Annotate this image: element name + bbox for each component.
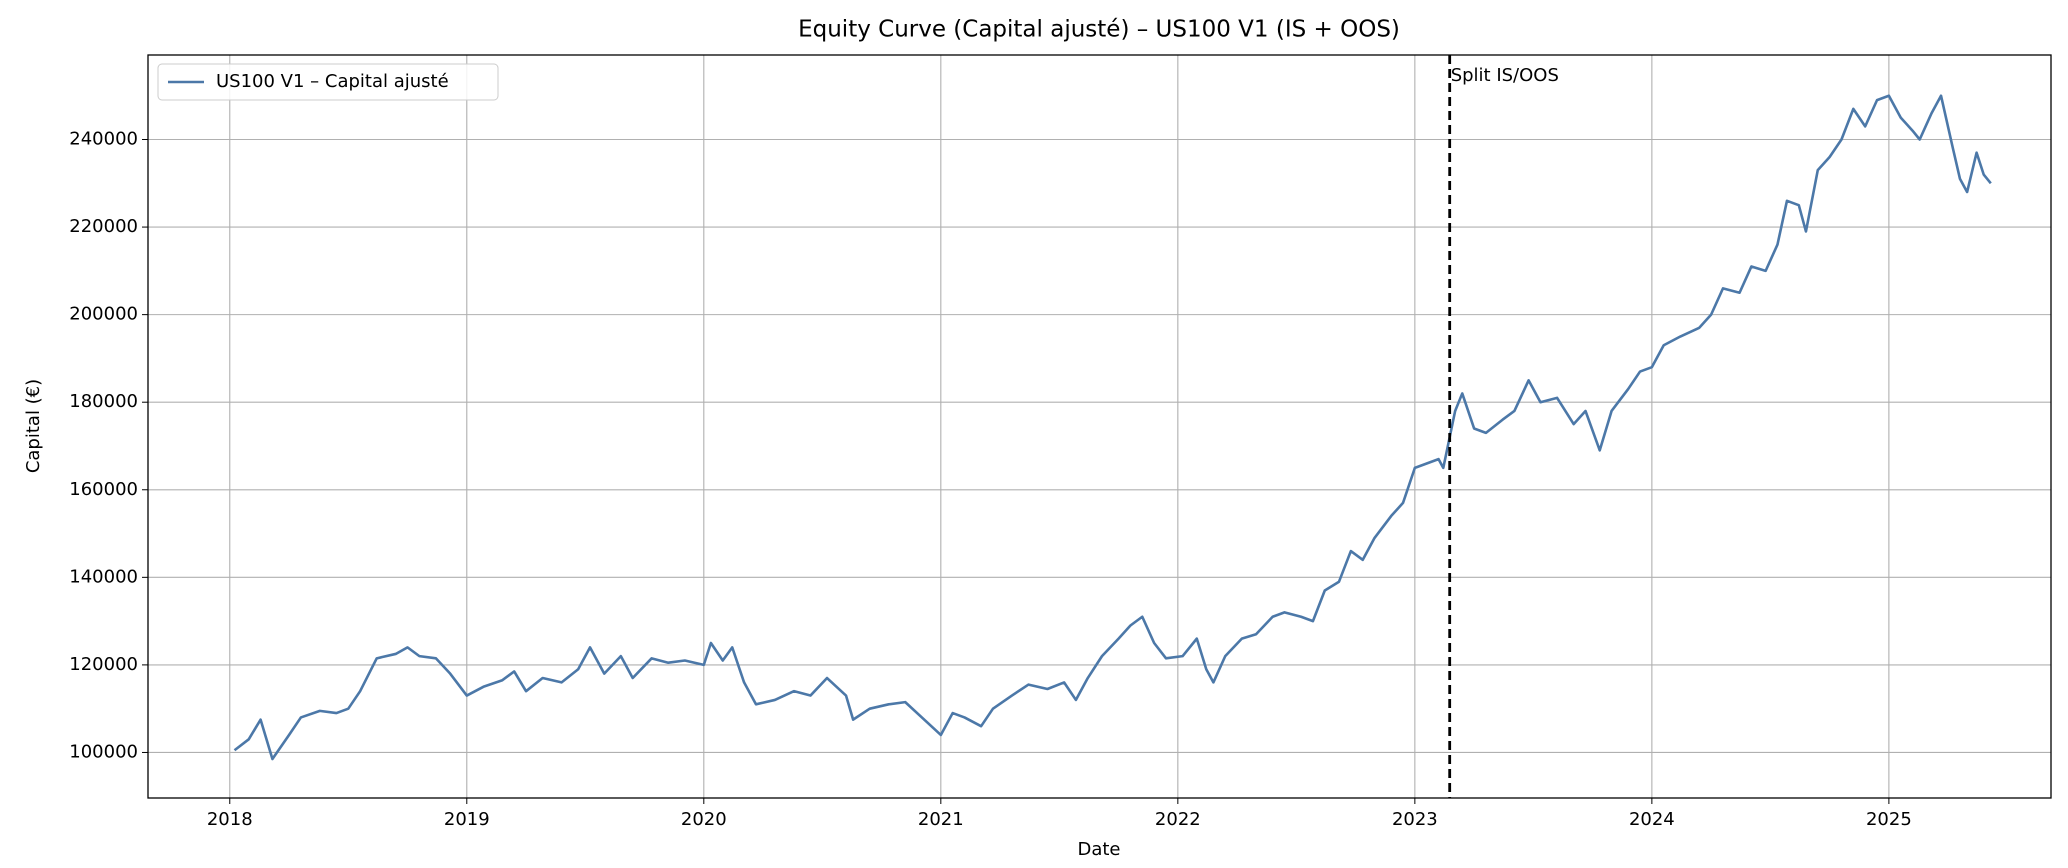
y-axis-label: Capital (€) [23,379,44,473]
y-tick-label: 220000 [69,216,138,237]
x-tick-label: 2019 [444,809,490,830]
x-tick-label: 2023 [1392,809,1438,830]
legend-label: US100 V1 – Capital ajusté [216,71,449,92]
y-tick-label: 160000 [69,479,138,500]
split-label: Split IS/OOS [1451,65,1559,86]
y-tick-label: 120000 [69,654,138,675]
y-tick-label: 140000 [69,566,138,587]
equity-line [233,94,1992,761]
y-tick-label: 180000 [69,391,138,412]
y-tick-label: 100000 [69,741,138,762]
y-tick-label: 200000 [69,304,138,325]
y-tick-label: 240000 [69,129,138,150]
x-axis-label: Date [1077,839,1120,860]
x-tick-label: 2025 [1866,809,1912,830]
x-tick-label: 2022 [1155,809,1201,830]
x-tick-label: 2024 [1629,809,1675,830]
chart-title: Equity Curve (Capital ajusté) – US100 V1… [798,17,1400,43]
x-tick-label: 2018 [207,809,253,830]
legend-box [157,63,499,101]
plot-frame [147,54,2052,799]
x-tick-label: 2020 [681,809,727,830]
x-tick-label: 2021 [918,809,964,830]
